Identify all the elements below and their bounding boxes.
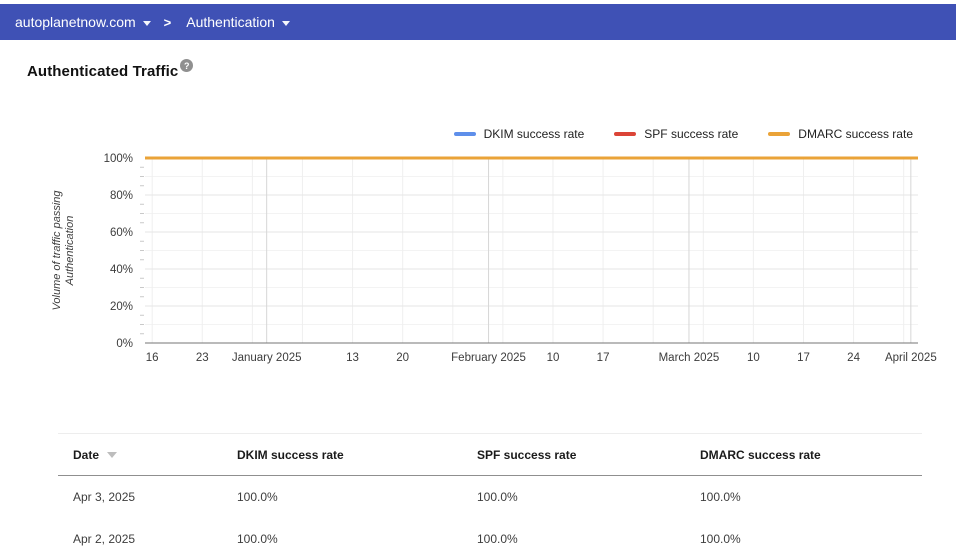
y-axis-tick-label: 100% — [104, 153, 133, 165]
legend-line-swatch — [614, 132, 637, 136]
help-icon[interactable]: ? — [180, 59, 194, 72]
cell-value: 100.0% — [477, 490, 518, 504]
section-selector[interactable]: Authentication — [186, 14, 290, 30]
legend-label: SPF success rate — [644, 127, 739, 141]
cell-value: 100.0% — [477, 532, 518, 546]
x-axis-tick-label: 20 — [396, 352, 409, 364]
sort-desc-icon — [107, 451, 118, 458]
table-header-row: Date DKIM success rate SPF success rate … — [58, 434, 922, 476]
x-axis-tick-label: January 2025 — [232, 352, 302, 364]
legend-label: DKIM success rate — [483, 127, 585, 141]
column-header-dkim: DKIM success rate — [237, 447, 344, 462]
cell-value: 100.0% — [237, 532, 278, 546]
chart-legend: DKIM success rate SPF success rate DMARC s… — [453, 127, 913, 141]
domain-selector[interactable]: autoplanetnow.com — [15, 14, 151, 30]
x-axis-tick-label: April 2025 — [885, 352, 937, 364]
legend-line-swatch — [768, 132, 791, 136]
x-axis-tick-label: March 2025 — [659, 352, 720, 364]
legend-line-swatch — [453, 132, 476, 136]
x-axis-tick-label: 23 — [196, 352, 209, 364]
cell-date: Apr 3, 2025 — [73, 490, 136, 504]
authenticated-traffic-chart: 0% 20% 40% 60% 80% 100% 16 23 January 2025 13 20 Fe… — [51, 153, 937, 364]
y-axis-tick-label: 20% — [110, 301, 133, 313]
cell-value: 100.0% — [237, 490, 278, 504]
legend-item-dmarc: DMARC success rate — [768, 127, 913, 141]
x-axis-tick-label: 13 — [346, 352, 359, 364]
page-title-row: Authenticated Traffic ? — [27, 59, 194, 80]
x-axis-tick-label: 17 — [797, 352, 810, 364]
x-axis-tick-label: 17 — [597, 352, 610, 364]
section-selector-label: Authentication — [186, 14, 275, 30]
table-row: Apr 3, 2025 100.0% 100.0% 100.0% — [58, 476, 922, 518]
column-header-date-label: Date — [73, 447, 100, 462]
x-axis-tick-label: 16 — [146, 352, 159, 364]
breadcrumb-chevron-icon: > — [163, 14, 172, 30]
table-body: Apr 3, 2025 100.0% 100.0% 100.0% Apr 2, 2025… — [58, 476, 922, 560]
x-axis-tick-label: 10 — [747, 352, 760, 364]
y-axis-tick-label: 0% — [116, 338, 133, 350]
y-axis-tick-label: 80% — [110, 190, 133, 202]
column-header-date[interactable]: Date — [73, 448, 237, 462]
x-axis-tick-label: February 2025 — [451, 352, 526, 364]
column-header-dmarc: DMARC success rate — [700, 447, 821, 462]
x-axis-tick-label: 10 — [547, 352, 560, 364]
cell-value: 100.0% — [700, 490, 741, 504]
legend-item-spf: SPF success rate — [614, 127, 738, 141]
caret-down-icon — [281, 20, 290, 26]
cell-date: Apr 2, 2025 — [73, 532, 136, 546]
caret-down-icon — [142, 20, 151, 26]
y-axis-title: Volume of traffic passingAuthentication — [51, 190, 76, 311]
legend-item-dkim: DKIM success rate — [453, 127, 585, 141]
app-header: autoplanetnow.com > Authentication — [0, 4, 956, 40]
y-axis-tick-label: 40% — [110, 264, 133, 276]
data-table: Date DKIM success rate SPF success rate … — [58, 433, 922, 560]
x-axis-tick-label: 24 — [847, 352, 860, 364]
domain-selector-label: autoplanetnow.com — [15, 14, 136, 30]
column-header-spf: SPF success rate — [477, 447, 577, 462]
y-axis-tick-label: 60% — [110, 227, 133, 239]
table-row: Apr 2, 2025 100.0% 100.0% 100.0% — [58, 518, 922, 560]
page-title: Authenticated Traffic — [27, 63, 179, 80]
cell-value: 100.0% — [700, 532, 741, 546]
legend-label: DMARC success rate — [798, 127, 913, 141]
